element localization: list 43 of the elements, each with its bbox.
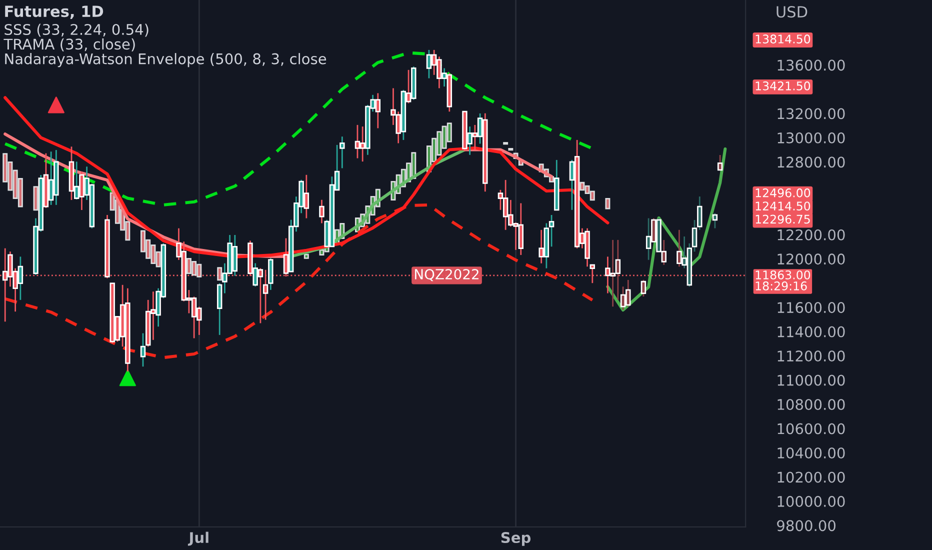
candlestick — [268, 258, 274, 291]
y-tick-label: 11600.00 — [778, 302, 845, 314]
candlestick — [548, 214, 554, 248]
x-tick-label: Jul — [188, 532, 208, 546]
candlestick — [140, 332, 146, 368]
y-tick-label: 12200.00 — [778, 229, 845, 240]
text: 13421.50 — [756, 81, 810, 90]
y-tick-label: 10400.00 — [778, 447, 845, 458]
y-tick-label: 9800.00 — [777, 520, 836, 532]
y-tick-label: 13200.00 — [778, 108, 845, 120]
line-series — [4, 203, 594, 360]
line-series — [4, 96, 610, 258]
y-tick-label: 13600.00 — [778, 60, 845, 71]
candlestick — [216, 282, 222, 336]
y-tick-label: 10600.00 — [778, 423, 845, 434]
candlestick — [717, 154, 723, 171]
y-tick-label: 12800.00 — [778, 156, 845, 168]
y-tick-label: 11400.00 — [778, 326, 845, 338]
text: SSS (33, 2.24, 0.54) TRAMA (33, close) Nadaraya-Watson Envelope (500, 8, 3, close — [4, 24, 326, 68]
bar — [304, 254, 309, 259]
candlestick — [692, 219, 698, 252]
y-tick-label: 11200.00 — [778, 350, 845, 362]
bar — [605, 198, 610, 210]
candlestick — [340, 136, 345, 169]
candlestick — [697, 196, 702, 231]
ref-line-label: 11863.00 18:29:16 — [756, 270, 810, 290]
candlestick — [640, 279, 646, 298]
y-tick-label: 11000.00 — [778, 374, 845, 386]
y-tick-label: 13000.00 — [778, 132, 845, 144]
annotation: NQZ2022 — [415, 268, 478, 282]
text: 12296.75 — [756, 214, 810, 224]
x-tick-label: Sep — [501, 532, 531, 546]
y-axis-title: USD — [776, 6, 808, 18]
text: 12496.00 — [756, 188, 810, 198]
y-tick-label: 10800.00 — [778, 398, 845, 410]
chart-title: Futures, 1D — [5, 6, 104, 20]
text: 13814.50 — [756, 34, 810, 44]
candlestick — [712, 212, 718, 229]
line-series — [4, 51, 594, 206]
y-tick-label: 12000.00 — [778, 254, 845, 265]
y-tick-label: 10200.00 — [778, 472, 845, 483]
text: 12414.50 — [756, 202, 810, 210]
y-tick-label: 10000.00 — [778, 496, 845, 507]
